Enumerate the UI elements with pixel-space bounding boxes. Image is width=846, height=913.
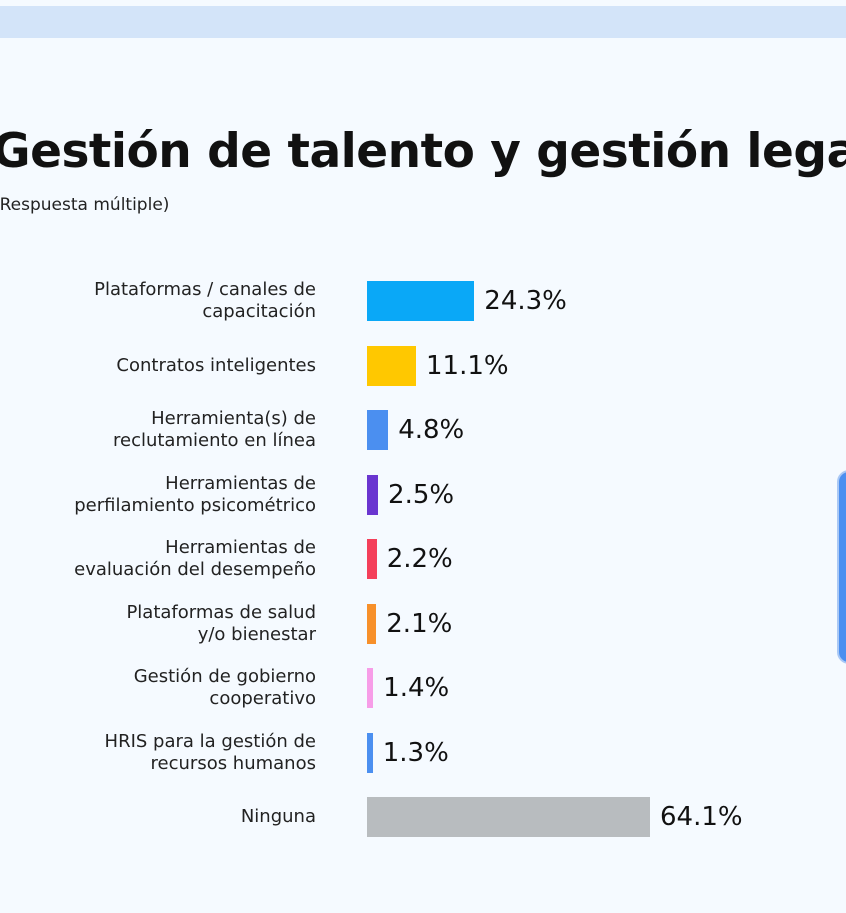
value-label: 1.3% <box>382 737 449 768</box>
bar <box>367 410 389 450</box>
category-label: Gestión de gobierno cooperativo <box>133 666 316 709</box>
value-label: 2.1% <box>386 608 453 639</box>
category-label: Herramientas de evaluación del desempeño <box>74 537 316 580</box>
bar <box>367 345 416 386</box>
chart-title: Gestión de talento y gestión legal <box>0 124 846 179</box>
category-label: Plataformas / canales de capacitación <box>94 279 316 322</box>
chart-subtitle: (Respuesta múltiple) <box>0 195 170 215</box>
category-label: Herramientas de perfilamiento psicométri… <box>74 472 316 516</box>
value-label: 24.3% <box>484 286 567 316</box>
bar <box>367 668 374 708</box>
category-label: Herramienta(s) de reclutamiento en línea <box>112 408 316 451</box>
value-label: 64.1% <box>660 802 743 832</box>
value-label: 1.4% <box>383 673 450 703</box>
bar <box>367 732 373 773</box>
value-label: 2.5% <box>388 479 455 510</box>
bar <box>367 603 377 644</box>
value-label: 11.1% <box>426 350 509 381</box>
bar <box>367 281 475 321</box>
bar <box>367 474 379 515</box>
category-label: Contratos inteligentes <box>116 354 316 376</box>
value-label: 4.8% <box>398 415 465 445</box>
category-label: Plataformas de salud y/o bienestar <box>126 601 316 645</box>
bar <box>367 539 377 579</box>
bar <box>367 797 650 837</box>
side-button[interactable] <box>837 470 846 664</box>
top-bar <box>0 6 846 38</box>
category-label: HRIS para la gestión de recursos humanos <box>104 730 316 774</box>
value-label: 2.2% <box>386 544 453 574</box>
category-label: Ninguna <box>240 806 316 827</box>
